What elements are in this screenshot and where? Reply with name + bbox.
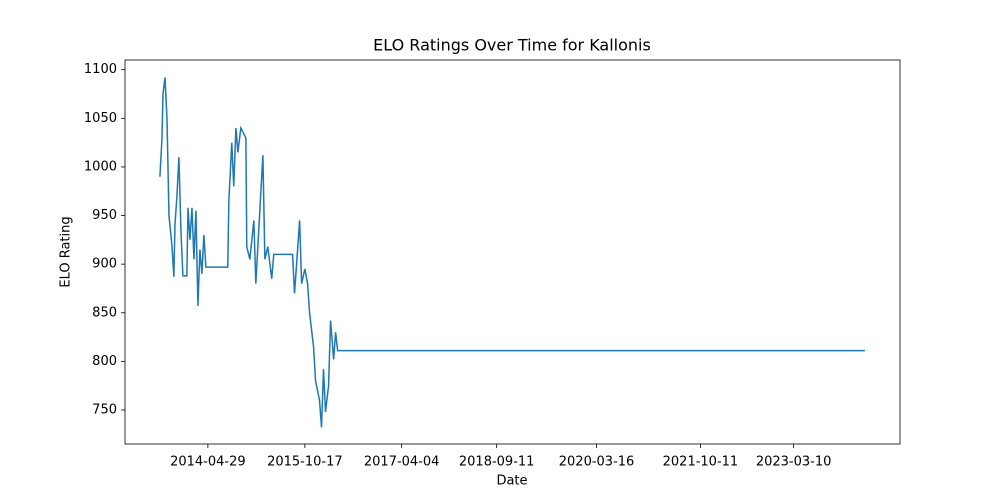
x-tick-label: 2023-03-10 (756, 455, 832, 470)
x-tick-label: 2020-03-16 (559, 455, 635, 470)
y-axis-label: ELO Rating (59, 216, 74, 287)
y-tick-label: 800 (92, 354, 117, 369)
chart-title: ELO Ratings Over Time for Kallonis (373, 36, 651, 55)
y-tick-label: 900 (92, 257, 117, 272)
x-tick-label: 2015-10-17 (267, 455, 343, 470)
x-tick-label: 2021-10-11 (663, 455, 739, 470)
y-tick-label: 1100 (84, 62, 117, 77)
y-tick-label: 950 (92, 208, 117, 223)
x-axis-label: Date (496, 474, 527, 489)
plot-frame (124, 59, 901, 445)
y-tick-label: 850 (92, 305, 117, 320)
x-tick-label: 2017-04-04 (364, 455, 440, 470)
data-line (159, 77, 865, 428)
x-tick-label: 2018-09-11 (459, 455, 535, 470)
y-tick-label: 1050 (84, 111, 117, 126)
y-tick-label: 750 (92, 402, 117, 417)
y-tick-label: 1000 (84, 159, 117, 174)
x-tick-label: 2014-04-29 (170, 455, 246, 470)
